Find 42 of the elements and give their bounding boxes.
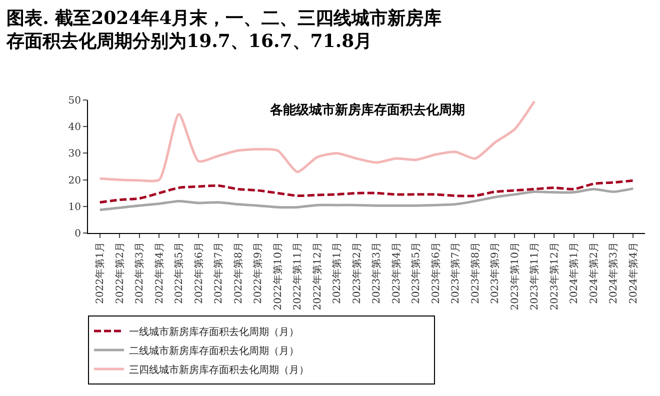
x-tick-label: 2022年第10月	[272, 242, 284, 310]
y-tick-label: 30	[68, 148, 81, 160]
x-tick-label: 2023年第11月	[528, 242, 541, 310]
x-tick-label: 2022年第12月	[311, 242, 324, 310]
x-tick-label: 2022年第5月	[173, 242, 186, 304]
y-tick-label: 50	[68, 96, 81, 106]
x-tick-label: 2022年第1月	[94, 242, 106, 304]
x-tick-label: 2023年第2月	[350, 242, 363, 304]
legend-label: 三四线城市新房库存面积去化周期（月）	[129, 364, 309, 376]
x-tick-label: 2022年第9月	[252, 242, 264, 304]
x-tick-label: 2022年第6月	[192, 242, 205, 304]
y-tick-label: 0	[74, 228, 81, 240]
x-tick-label: 2023年第3月	[370, 242, 383, 304]
x-tick-label: 2023年第1月	[331, 242, 344, 304]
x-tick-label: 2023年第6月	[430, 242, 442, 304]
x-tick-label: 2023年第10月	[508, 242, 521, 310]
legend-label: 二线城市新房库存面积去化周期（月）	[129, 344, 299, 357]
legend-label: 一线城市新房库存面积去化周期（月）	[129, 326, 299, 338]
x-tick-label: 2024年第4月	[627, 242, 640, 304]
chart-title: 图表. 截至2024年4月末，一、二、三四线城市新房库存面积去化周期分别为19.7、16.7、71.8月	[6, 8, 442, 52]
x-tick-label: 2022年第4月	[153, 242, 166, 304]
x-tick-label: 2023年第8月	[469, 242, 482, 304]
y-tick-label: 10	[68, 202, 81, 213]
line-series	[98, 179, 634, 204]
y-tick-label: 20	[68, 175, 81, 186]
x-tick-label: 2024年第1月	[568, 242, 580, 304]
x-tick-label: 2022年第11月	[292, 242, 304, 310]
x-tick-label: 2023年第5月	[410, 242, 422, 304]
x-tick-label: 2023年第4月	[390, 242, 402, 304]
chart-subtitle: 各能级城市新房库存面积去化周期	[269, 102, 465, 118]
x-tick-label: 2023年第12月	[548, 242, 560, 310]
x-tick-label: 2022年第8月	[232, 242, 244, 304]
line-series	[98, 187, 634, 212]
x-tick-label: 2024年第3月	[608, 242, 620, 304]
x-tick-label: 2022年第7月	[212, 242, 225, 304]
line-series	[98, 100, 536, 182]
x-tick-label: 2024年第2月	[588, 242, 600, 304]
x-tick-label: 2022年第3月	[134, 242, 146, 304]
x-tick-label: 2022年第2月	[114, 242, 126, 304]
x-tick-label: 2023年第7月	[450, 242, 462, 304]
x-tick-label: 2023年第9月	[489, 242, 502, 304]
y-tick-label: 40	[68, 122, 81, 134]
